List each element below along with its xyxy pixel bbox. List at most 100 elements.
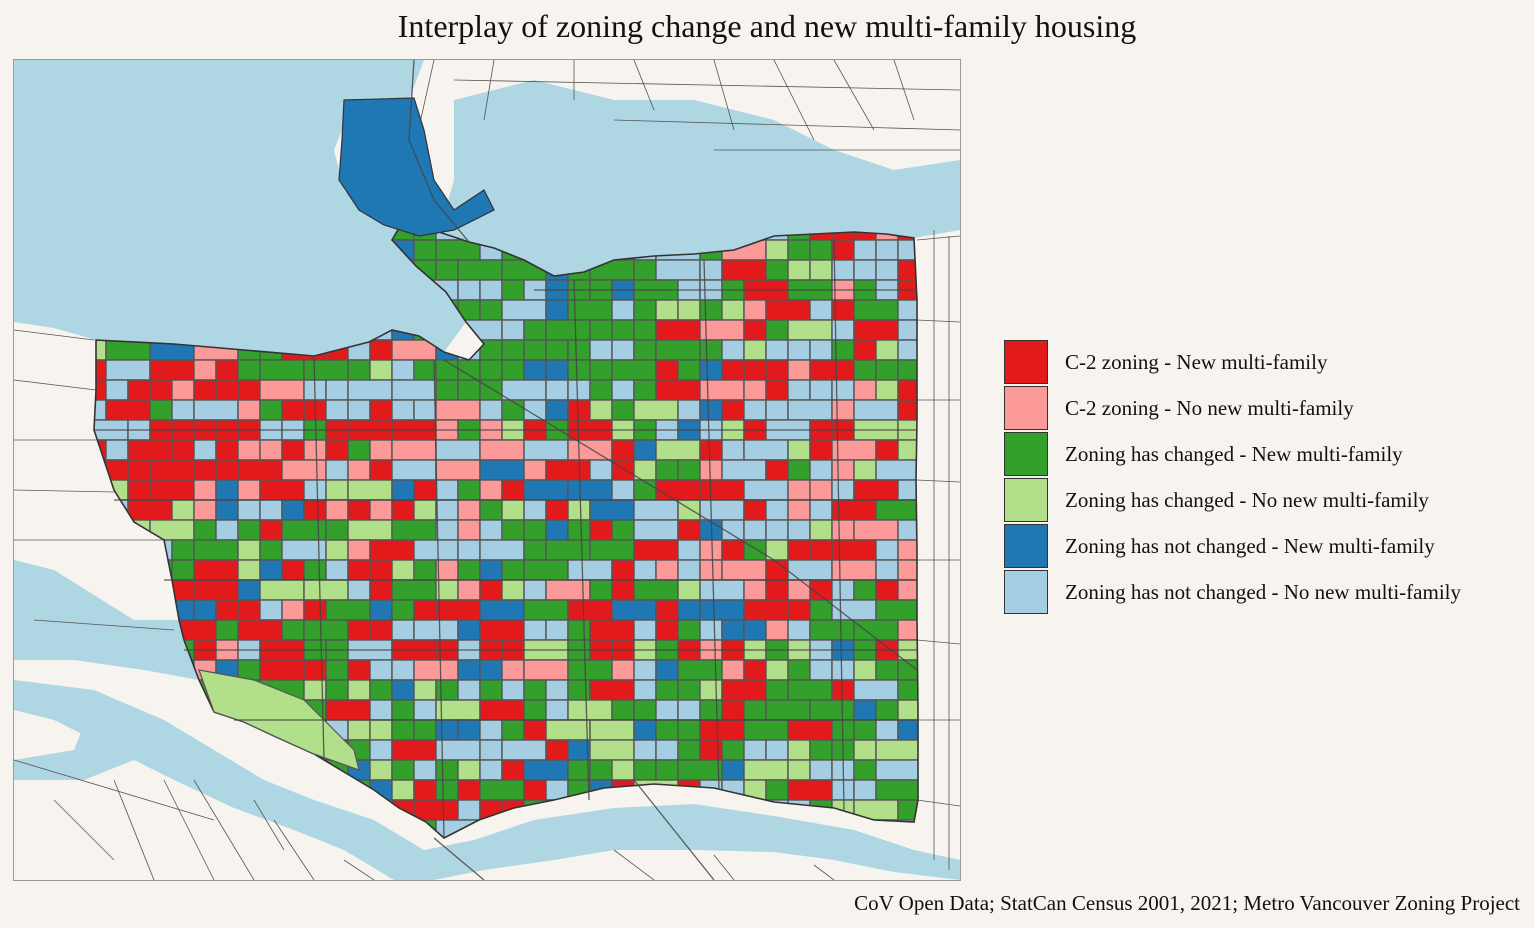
census-tract bbox=[699, 459, 723, 481]
census-tract bbox=[259, 539, 283, 561]
census-tract bbox=[721, 739, 745, 761]
census-tract bbox=[589, 359, 613, 381]
census-tract bbox=[655, 759, 679, 781]
census-tract bbox=[721, 359, 745, 381]
census-tract bbox=[897, 819, 918, 838]
census-tract bbox=[413, 239, 437, 261]
outer-road bbox=[163, 779, 215, 880]
census-tract bbox=[875, 579, 899, 601]
census-tract bbox=[853, 739, 877, 761]
census-tract bbox=[920, 580, 942, 600]
census-tract bbox=[303, 559, 327, 581]
census-tract bbox=[545, 679, 569, 701]
census-tract bbox=[633, 719, 657, 741]
census-tract bbox=[479, 599, 525, 621]
census-tract bbox=[523, 699, 547, 721]
census-tract bbox=[215, 479, 239, 501]
census-tract bbox=[501, 319, 525, 341]
census-tract bbox=[523, 579, 547, 601]
census-tract bbox=[457, 659, 481, 681]
census-tract bbox=[699, 379, 745, 401]
census-tract bbox=[193, 819, 217, 838]
census-tract bbox=[920, 680, 960, 700]
census-tract bbox=[589, 319, 613, 341]
census-tract bbox=[787, 539, 811, 561]
census-tract bbox=[94, 539, 107, 561]
census-tract bbox=[303, 479, 327, 501]
census-tract bbox=[787, 679, 833, 701]
census-tract bbox=[633, 659, 657, 681]
census-tract bbox=[699, 339, 723, 361]
census-tract bbox=[171, 679, 195, 701]
census-tract bbox=[149, 359, 195, 381]
census-tract bbox=[545, 359, 569, 381]
census-tract bbox=[237, 499, 261, 521]
census-tract bbox=[391, 659, 415, 681]
census-tract bbox=[413, 719, 437, 741]
outer-road bbox=[613, 119, 960, 131]
census-tract bbox=[567, 619, 591, 641]
census-tract bbox=[435, 399, 481, 421]
census-tract bbox=[391, 619, 415, 641]
arterial-roads bbox=[94, 60, 918, 880]
census-tract bbox=[699, 699, 723, 721]
census-tract bbox=[479, 499, 503, 521]
census-tract bbox=[567, 759, 591, 781]
census-tract bbox=[831, 539, 877, 561]
census-tract bbox=[391, 679, 415, 701]
census-tract bbox=[193, 399, 239, 421]
legend-label: Zoning has changed - New multi-family bbox=[1065, 441, 1403, 466]
census-tract bbox=[567, 439, 613, 461]
census-tract bbox=[567, 739, 591, 761]
arterial-road bbox=[313, 355, 325, 761]
census-tract bbox=[831, 379, 855, 401]
census-tract bbox=[897, 719, 918, 741]
census-tract bbox=[853, 319, 899, 341]
census-tract bbox=[501, 739, 547, 761]
outer-road bbox=[14, 379, 97, 391]
census-tract bbox=[897, 239, 918, 261]
census-tract bbox=[743, 399, 767, 421]
census-tract bbox=[435, 479, 459, 501]
census-tract bbox=[787, 339, 811, 361]
census-tract bbox=[567, 779, 591, 801]
census-tract bbox=[920, 760, 960, 780]
census-tract bbox=[347, 359, 371, 381]
census-tract bbox=[677, 579, 701, 601]
census-tract bbox=[215, 619, 239, 641]
census-tract bbox=[391, 759, 415, 781]
census-tract bbox=[787, 579, 811, 601]
census-tract bbox=[875, 739, 918, 761]
stanley-park bbox=[338, 97, 495, 237]
census-tract bbox=[369, 659, 393, 681]
census-tract bbox=[391, 499, 415, 521]
census-tract bbox=[633, 379, 657, 401]
census-tract bbox=[545, 399, 569, 421]
census-tract bbox=[721, 459, 767, 481]
census-tract bbox=[853, 359, 877, 381]
census-tract bbox=[721, 339, 745, 361]
census-tract bbox=[237, 599, 261, 621]
census-tract bbox=[875, 539, 899, 561]
census-tract bbox=[303, 439, 327, 461]
census-tract bbox=[413, 759, 437, 781]
census-tract bbox=[237, 579, 261, 601]
census-tract bbox=[501, 399, 525, 421]
census-tract bbox=[237, 559, 261, 581]
census-tract bbox=[413, 799, 459, 821]
census-tract bbox=[633, 739, 657, 761]
outer-road bbox=[343, 859, 375, 880]
census-tract bbox=[479, 559, 503, 581]
census-tract bbox=[633, 499, 679, 521]
census-tract bbox=[479, 459, 525, 481]
census-tract bbox=[545, 619, 569, 641]
census-tract bbox=[699, 479, 745, 501]
census-tract bbox=[787, 739, 811, 761]
census-tract bbox=[149, 519, 195, 541]
census-tract bbox=[94, 519, 107, 541]
census-tract bbox=[699, 619, 723, 641]
census-tract bbox=[369, 359, 393, 381]
census-tract bbox=[699, 679, 723, 701]
census-tract bbox=[920, 460, 942, 480]
arterial-road bbox=[408, 60, 470, 243]
